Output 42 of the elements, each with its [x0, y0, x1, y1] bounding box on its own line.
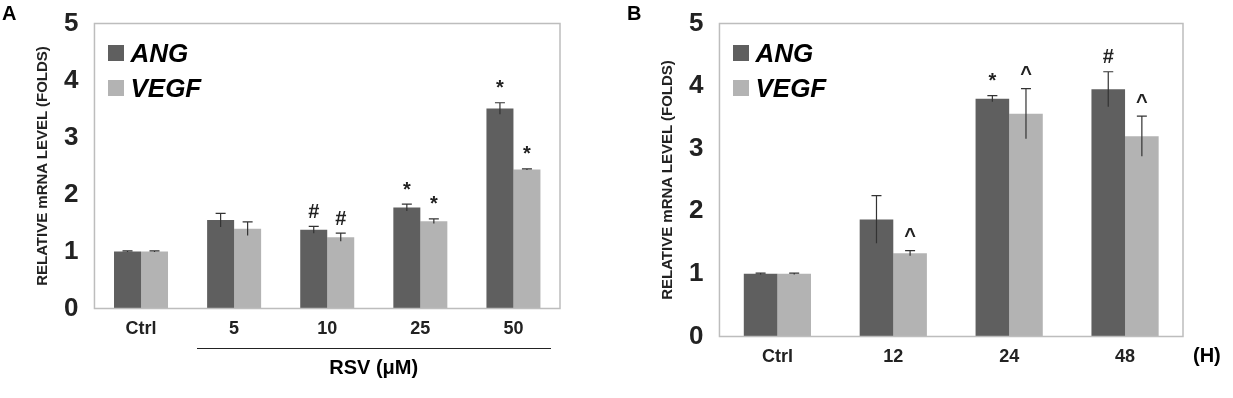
- x-tick-label: 48: [1115, 346, 1136, 367]
- y-axis-title: RELATIVE mRNA LEVEL (FOLDS): [33, 46, 51, 286]
- annotation: ^: [1136, 89, 1149, 112]
- x-tick-label: 5: [229, 318, 240, 339]
- y-tick-label: 3: [63, 120, 79, 151]
- x-tick-label: 25: [410, 318, 431, 339]
- legend-label: VEGF: [130, 72, 202, 104]
- y-tick-label: 1: [63, 234, 79, 265]
- y-tick-label: 2: [63, 177, 79, 208]
- annotation: *: [988, 69, 997, 92]
- x-axis-title: RSV (μM): [329, 356, 419, 380]
- annotation: #: [308, 199, 320, 222]
- annotation: *: [496, 76, 505, 99]
- x-tick-label: 12: [883, 346, 904, 367]
- y-tick-label: 4: [63, 63, 79, 94]
- legend-label: VEGF: [755, 72, 827, 104]
- annotation: ^: [904, 224, 917, 247]
- x-tick-label: Ctrl: [125, 318, 157, 339]
- y-axis-title: RELATIVE mRNA LEVEL (FOLDS): [658, 60, 676, 300]
- y-tick-label: 5: [63, 6, 79, 37]
- annotation: #: [335, 206, 347, 229]
- annotation: *: [429, 192, 438, 215]
- y-tick-label: 1: [688, 257, 704, 288]
- legend-label: ANG: [755, 37, 814, 69]
- y-tick-label: 2: [688, 194, 704, 225]
- y-tick-label: 4: [688, 69, 704, 100]
- x-tick-label: 10: [317, 318, 338, 339]
- legend-label: ANG: [130, 37, 189, 69]
- chart-title: A: [2, 2, 17, 24]
- x-tick-label: Ctrl: [761, 346, 793, 367]
- x-tick-label: 50: [503, 318, 524, 339]
- annotation: *: [523, 142, 532, 165]
- x-axis-title: (H): [1193, 344, 1221, 368]
- annotation: #: [1102, 45, 1114, 68]
- y-tick-label: 0: [688, 319, 704, 350]
- x-tick-label: 24: [999, 346, 1020, 367]
- y-tick-label: 3: [688, 131, 704, 162]
- y-tick-label: 5: [688, 6, 704, 37]
- annotation: ^: [1020, 62, 1033, 85]
- annotation: *: [402, 177, 411, 200]
- y-tick-label: 0: [63, 291, 79, 322]
- chart-title: B: [627, 2, 642, 24]
